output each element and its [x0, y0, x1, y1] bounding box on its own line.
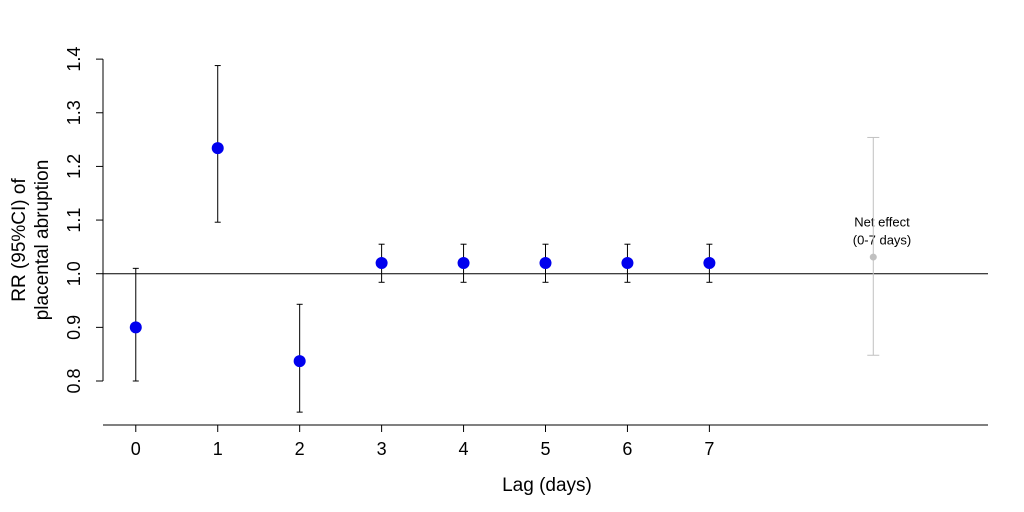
- x-tick-label: 4: [459, 439, 469, 459]
- x-tick-label: 2: [295, 439, 305, 459]
- point: [621, 256, 634, 269]
- x-tick-label: 6: [622, 439, 632, 459]
- point: [129, 321, 142, 334]
- y-tick-label: 0.8: [64, 368, 84, 393]
- y-axis-label: RR (95%CI) of: [9, 178, 30, 302]
- x-tick-label: 1: [213, 439, 223, 459]
- point: [293, 355, 306, 368]
- point: [703, 256, 716, 269]
- annotation: Net effect: [854, 214, 910, 229]
- point: [457, 256, 470, 269]
- y-tick-label: 1.4: [64, 47, 84, 72]
- y-axis-label: placental abruption: [32, 160, 53, 321]
- annotation: (0-7 days): [853, 232, 912, 247]
- x-tick-label: 5: [540, 439, 550, 459]
- point: [539, 256, 552, 269]
- y-tick-label: 1.3: [64, 100, 84, 125]
- y-tick-label: 1.2: [64, 154, 84, 179]
- x-tick-label: 0: [131, 439, 141, 459]
- x-axis-label: Lag (days): [502, 475, 592, 496]
- point: [211, 142, 224, 155]
- x-tick-label: 7: [704, 439, 714, 459]
- y-tick-label: 1.0: [64, 261, 84, 286]
- y-tick-label: 1.1: [64, 208, 84, 233]
- x-tick-label: 3: [377, 439, 387, 459]
- y-tick-label: 0.9: [64, 315, 84, 340]
- point: [869, 253, 877, 261]
- point: [375, 256, 388, 269]
